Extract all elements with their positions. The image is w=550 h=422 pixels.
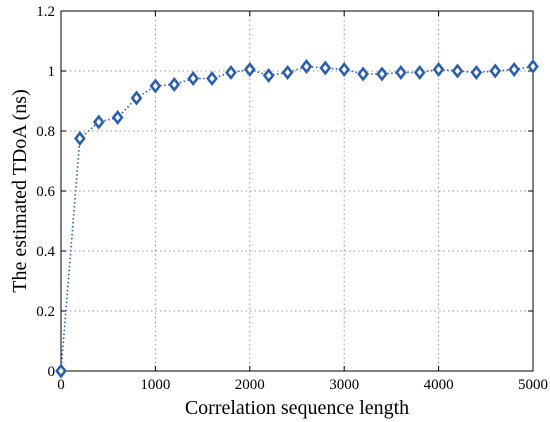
- x-tick-label: 3000: [329, 377, 359, 393]
- data-point: [470, 64, 483, 81]
- series-line: [60, 65, 534, 372]
- x-tick-label: 4000: [424, 377, 454, 393]
- data-point: [262, 67, 275, 84]
- data-point: [357, 66, 369, 82]
- y-tick-label: 0.8: [36, 124, 55, 140]
- data-point: [225, 64, 237, 81]
- y-tick-label: 1.2: [36, 4, 55, 20]
- data-point: [319, 60, 332, 76]
- data-point: [243, 61, 256, 78]
- y-tick-label: 0.2: [36, 304, 55, 320]
- y-tick-label: 0.4: [36, 244, 55, 260]
- data-point: [149, 78, 162, 94]
- data-point: [508, 61, 520, 78]
- data-point: [281, 64, 294, 81]
- data-point: [338, 61, 351, 78]
- data-point: [74, 130, 86, 147]
- x-tick-label: 5000: [518, 377, 548, 393]
- data-point: [376, 66, 388, 82]
- data-point: [168, 76, 181, 93]
- axis-ticks: 0 1000 2000 3000 4000 5000 0 0.2 0.4 0.6 0.8 1 1.2: [36, 4, 548, 393]
- x-axis-label: Correlation sequence length: [185, 397, 409, 419]
- data-point: [130, 90, 143, 106]
- data-point: [206, 70, 218, 87]
- data-point: [527, 58, 539, 75]
- y-axis-label: The estimated TDoA (ns): [9, 89, 31, 292]
- data-point: [55, 363, 67, 379]
- data-point: [394, 64, 407, 81]
- x-tick-label: 1000: [140, 377, 170, 393]
- y-tick-label: 0.6: [36, 184, 55, 200]
- grid: [61, 11, 533, 371]
- data-point: [451, 63, 464, 79]
- data-point: [111, 109, 124, 126]
- y-tick-label: 0: [48, 364, 56, 380]
- data-point: [187, 70, 200, 87]
- data-point: [92, 114, 105, 130]
- data-point: [300, 58, 313, 75]
- x-tick-label: 2000: [235, 377, 265, 393]
- data-point: [432, 61, 445, 78]
- series: [55, 58, 539, 379]
- data-point: [413, 64, 426, 81]
- y-tick-label: 1: [48, 64, 56, 80]
- x-tick-label: 0: [57, 377, 65, 393]
- data-point: [489, 63, 502, 79]
